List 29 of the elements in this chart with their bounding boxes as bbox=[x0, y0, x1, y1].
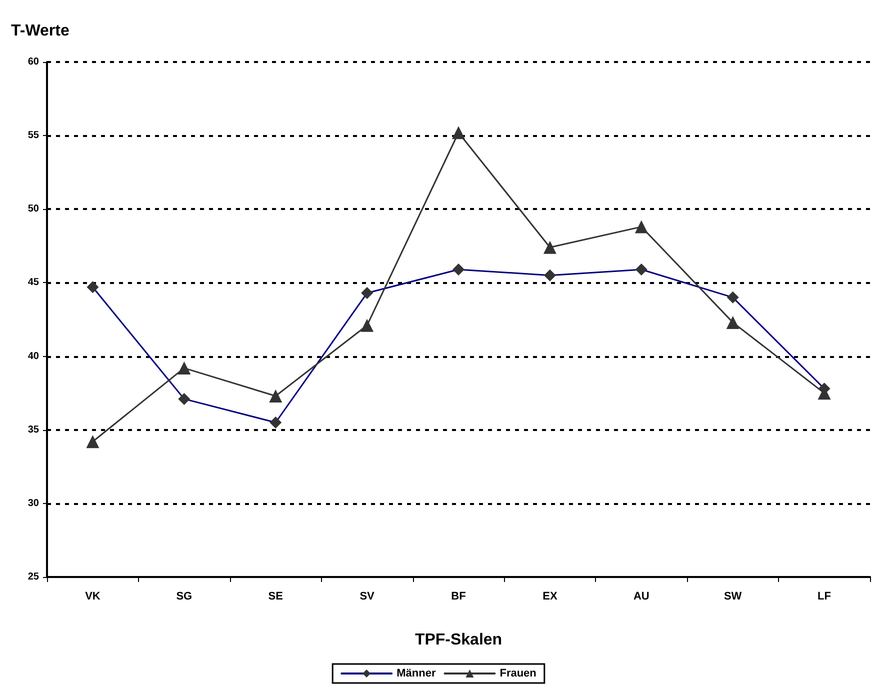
point bbox=[634, 220, 648, 234]
x-tick-label: LF bbox=[818, 590, 832, 602]
y-tick-label: 25 bbox=[28, 572, 40, 582]
point bbox=[360, 318, 374, 332]
chart-title: T-Werte bbox=[11, 22, 70, 40]
y-tick-label: 60 bbox=[28, 56, 40, 68]
x-tick-label: AU bbox=[633, 590, 650, 602]
x-tick-label: SV bbox=[360, 590, 376, 602]
y-tick-label: 55 bbox=[28, 130, 40, 142]
x-tick-label: SW bbox=[724, 590, 742, 602]
legend-label: Männer bbox=[396, 668, 436, 680]
y-tick-label: 50 bbox=[28, 204, 40, 215]
point bbox=[86, 435, 100, 448]
x-axis-title: TPF-Skalen bbox=[414, 632, 502, 648]
y-tick-label: 35 bbox=[28, 424, 40, 436]
y-tick-label: 40 bbox=[28, 350, 40, 362]
x-tick-label: SG bbox=[176, 590, 192, 602]
x-tick-label: BF bbox=[451, 590, 466, 602]
y-tick-label: 45 bbox=[28, 277, 40, 288]
point bbox=[726, 316, 740, 329]
point bbox=[269, 390, 282, 403]
point bbox=[452, 126, 465, 140]
x-tick-label: EX bbox=[542, 590, 558, 602]
x-tick-label: SE bbox=[268, 590, 283, 602]
point bbox=[543, 240, 556, 254]
y-tick-label: 30 bbox=[28, 498, 40, 509]
x-tick-label: VK bbox=[85, 590, 100, 602]
legend-label: Frauen bbox=[500, 668, 537, 680]
point bbox=[178, 362, 191, 375]
